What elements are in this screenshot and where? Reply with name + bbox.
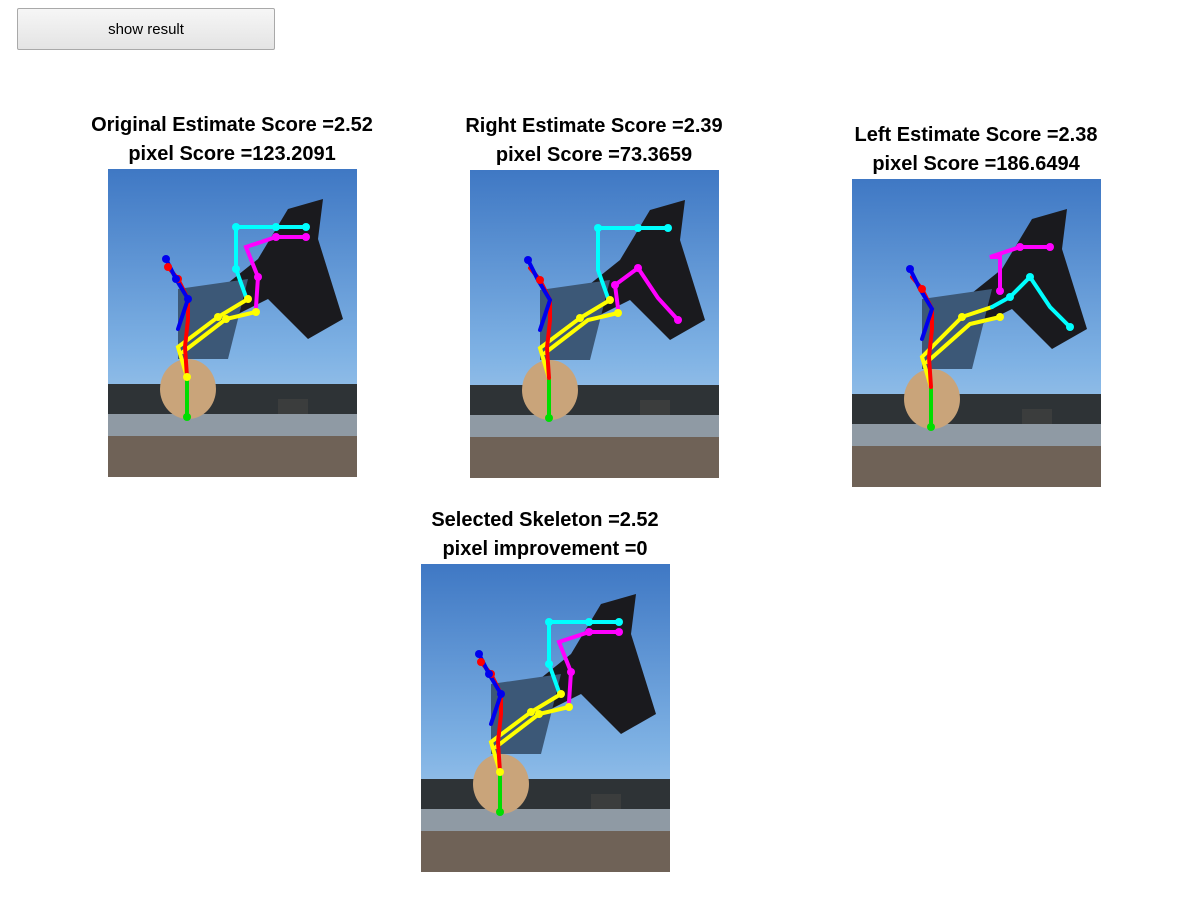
- show-result-button[interactable]: show result: [17, 8, 275, 50]
- selected-skeleton-score: Selected Skeleton =2.52: [431, 509, 659, 531]
- selected-skeleton-image: [420, 564, 670, 872]
- selected-skeleton-panel: Selected Skeleton =2.52 pixel improvemen…: [375, 506, 715, 872]
- original-estimate-score: Original Estimate Score =2.52: [91, 114, 373, 136]
- pixel-improvement: pixel improvement =0: [442, 538, 648, 560]
- right-pixel-score: pixel Score =73.3659: [495, 144, 693, 166]
- original-pixel-score: pixel Score =123.2091: [128, 143, 336, 165]
- left-estimate-score: Left Estimate Score =2.38: [854, 124, 1098, 146]
- right-estimate-image: [469, 170, 719, 478]
- original-estimate-image: [107, 169, 357, 477]
- left-estimate-panel: Left Estimate Score =2.38 pixel Score =1…: [806, 121, 1146, 487]
- right-estimate-panel: Right Estimate Score =2.39 pixel Score =…: [424, 112, 764, 478]
- left-estimate-image: [851, 179, 1101, 487]
- left-pixel-score: pixel Score =186.6494: [872, 153, 1080, 175]
- original-estimate-panel: Original Estimate Score =2.52 pixel Scor…: [62, 111, 402, 477]
- right-estimate-score: Right Estimate Score =2.39: [465, 115, 723, 137]
